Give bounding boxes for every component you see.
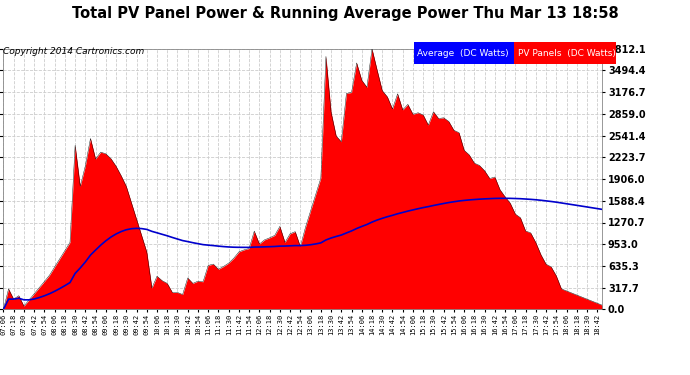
Text: Average  (DC Watts): Average (DC Watts) (417, 49, 509, 58)
Text: PV Panels  (DC Watts): PV Panels (DC Watts) (518, 49, 615, 58)
Text: Total PV Panel Power & Running Average Power Thu Mar 13 18:58: Total PV Panel Power & Running Average P… (72, 6, 618, 21)
Text: Copyright 2014 Cartronics.com: Copyright 2014 Cartronics.com (3, 47, 145, 56)
